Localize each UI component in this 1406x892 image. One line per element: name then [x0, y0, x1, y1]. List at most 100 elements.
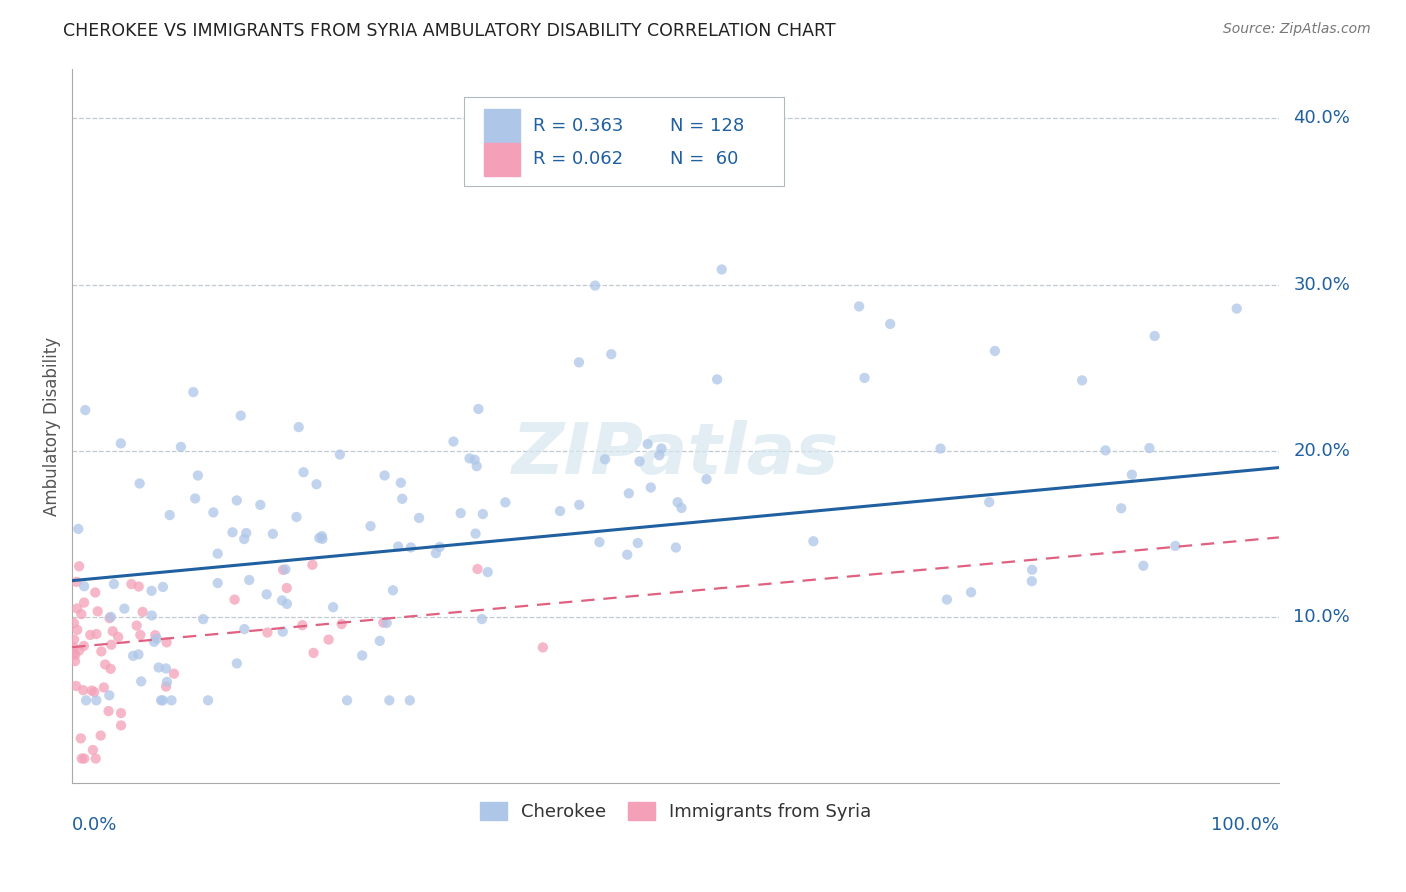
Text: R = 0.062: R = 0.062 — [533, 151, 623, 169]
Point — [62, 647, 84, 661]
Point — [276, 581, 298, 595]
Point — [465, 459, 488, 474]
Point — [155, 680, 177, 694]
Text: 10.0%: 10.0% — [1294, 608, 1350, 626]
Point — [381, 583, 404, 598]
Point — [984, 343, 1007, 358]
Point — [66, 623, 89, 637]
Text: 30.0%: 30.0% — [1294, 276, 1350, 293]
Point — [979, 495, 1001, 509]
Point — [146, 632, 169, 646]
Point — [93, 681, 115, 695]
Point — [107, 630, 129, 644]
Point — [271, 624, 294, 639]
Point — [429, 540, 451, 554]
Point — [291, 618, 314, 632]
Point — [360, 519, 382, 533]
Point — [568, 498, 591, 512]
Point — [86, 627, 108, 641]
Point — [73, 579, 96, 593]
Text: N =  60: N = 60 — [669, 151, 738, 169]
Point — [63, 654, 86, 668]
Point — [62, 640, 84, 655]
Point — [389, 475, 412, 490]
Point — [103, 577, 125, 591]
Point — [75, 403, 97, 417]
Point — [311, 529, 333, 543]
Point — [256, 587, 278, 601]
Point — [207, 576, 229, 591]
Point — [352, 648, 374, 663]
Point — [477, 565, 499, 579]
Point — [79, 628, 101, 642]
Point — [72, 683, 94, 698]
Point — [637, 437, 659, 451]
Point — [70, 751, 93, 765]
Point — [391, 491, 413, 506]
Point — [235, 526, 257, 541]
Point — [467, 402, 489, 417]
Point — [127, 648, 149, 662]
Point — [848, 300, 870, 314]
Point — [960, 585, 983, 599]
Point — [67, 643, 90, 657]
Point — [225, 493, 247, 508]
Point — [202, 505, 225, 519]
Point — [378, 693, 401, 707]
Point — [803, 534, 825, 549]
Point — [129, 628, 152, 642]
Point — [249, 498, 271, 512]
Text: 20.0%: 20.0% — [1294, 442, 1350, 460]
Point — [399, 541, 422, 555]
Point — [193, 612, 215, 626]
Point — [233, 622, 256, 636]
Point — [650, 442, 672, 456]
Point — [141, 608, 163, 623]
Point — [318, 632, 340, 647]
Point — [450, 506, 472, 520]
Point — [464, 452, 486, 467]
Point — [593, 452, 616, 467]
Point — [628, 454, 651, 468]
Point — [1139, 441, 1161, 455]
Point — [1143, 329, 1166, 343]
FancyBboxPatch shape — [484, 143, 520, 176]
Point — [63, 632, 86, 647]
Text: R = 0.363: R = 0.363 — [533, 117, 623, 135]
Point — [155, 661, 177, 675]
Point — [287, 420, 309, 434]
Point — [187, 468, 209, 483]
Point — [110, 706, 132, 720]
Point — [308, 531, 330, 545]
Point — [929, 442, 952, 456]
Point — [330, 617, 353, 632]
Point — [616, 548, 638, 562]
Text: 40.0%: 40.0% — [1294, 110, 1350, 128]
Point — [159, 508, 181, 522]
Point — [80, 683, 103, 698]
Point — [1132, 558, 1154, 573]
Point — [98, 688, 121, 702]
Point — [90, 729, 112, 743]
Text: 0.0%: 0.0% — [72, 815, 118, 834]
Point — [184, 491, 207, 506]
Point — [84, 585, 107, 599]
Point — [84, 751, 107, 765]
Point — [853, 371, 876, 385]
Point — [160, 693, 183, 707]
Point — [152, 693, 174, 707]
Point — [94, 657, 117, 672]
Point — [568, 355, 591, 369]
Point — [128, 476, 150, 491]
Point — [617, 486, 640, 500]
Point — [305, 477, 328, 491]
Point — [627, 536, 650, 550]
Point — [640, 481, 662, 495]
Point — [75, 693, 97, 707]
Point — [150, 693, 173, 707]
Point — [238, 573, 260, 587]
Point — [373, 615, 395, 630]
Point — [425, 546, 447, 560]
Point — [374, 468, 396, 483]
Point — [1109, 501, 1132, 516]
